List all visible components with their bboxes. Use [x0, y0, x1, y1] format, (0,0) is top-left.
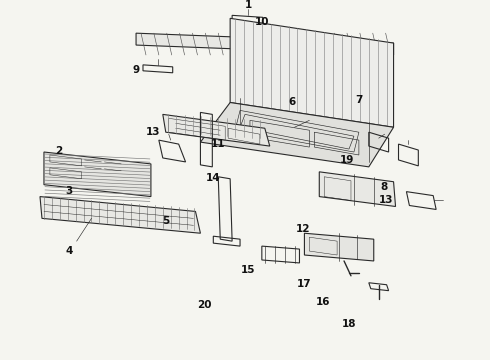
Text: 12: 12 [296, 224, 311, 234]
Polygon shape [40, 197, 200, 233]
Polygon shape [163, 114, 270, 146]
Text: 18: 18 [342, 319, 356, 329]
Text: 17: 17 [297, 279, 312, 289]
Text: 13: 13 [378, 194, 393, 204]
Text: 2: 2 [55, 146, 62, 156]
Text: 3: 3 [65, 186, 73, 195]
Text: 15: 15 [241, 265, 255, 275]
Polygon shape [136, 33, 393, 55]
Text: 19: 19 [340, 155, 354, 165]
Text: 11: 11 [211, 139, 225, 149]
Text: 1: 1 [245, 0, 251, 10]
Polygon shape [230, 18, 393, 127]
Polygon shape [319, 172, 395, 207]
Text: 8: 8 [380, 182, 387, 192]
Polygon shape [200, 103, 393, 167]
Text: 5: 5 [162, 216, 170, 226]
Text: 7: 7 [355, 95, 363, 104]
Polygon shape [44, 152, 151, 197]
Text: 4: 4 [65, 246, 73, 256]
Text: 9: 9 [132, 65, 140, 75]
Text: 6: 6 [288, 96, 295, 107]
Text: 14: 14 [206, 173, 220, 183]
Text: 13: 13 [146, 127, 160, 137]
Polygon shape [304, 233, 374, 261]
Text: 16: 16 [316, 297, 330, 307]
Text: 20: 20 [197, 300, 212, 310]
Text: 10: 10 [255, 17, 269, 27]
